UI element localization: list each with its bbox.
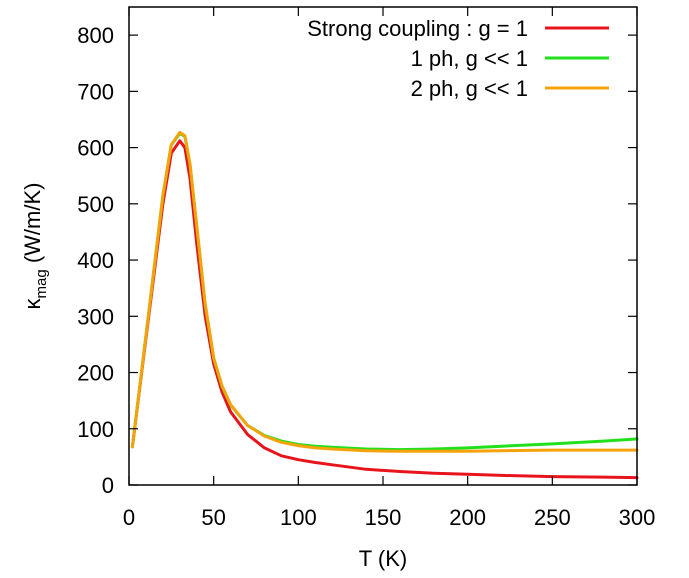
legend-label-2: 1 ph, g << 1 [411,46,528,71]
series-layer [130,130,639,480]
y-axis-symbol: κ [20,297,45,309]
y-tick-label: 100 [77,417,114,442]
series-line-2 [130,132,639,452]
y-tick-label: 200 [77,361,114,386]
y-tick-label: 300 [77,304,114,329]
x-tick-label: 0 [123,505,135,530]
x-axis-title: T (K) [359,546,407,571]
x-tick-label: 100 [280,505,317,530]
y-tick-label: 500 [77,192,114,217]
x-tick-label: 250 [534,505,571,530]
y-tick-label: 0 [102,473,114,498]
ticks-layer [128,7,638,486]
legend: Strong coupling : g = 1 1 ph, g << 1 2 ph,… [307,16,609,101]
x-tick-label: 50 [201,505,225,530]
y-tick-label: 800 [77,23,114,48]
tick-labels-layer: 0 50 100 150 200 250 300 0 100 200 300 400 500 600 700… [77,23,655,530]
y-axis-title: κmag (W/m/K) [20,183,50,310]
series-line-1 [130,139,639,480]
y-axis-subscript: mag [33,269,50,298]
x-tick-label: 300 [619,505,656,530]
y-tick-label: 600 [77,136,114,161]
y-tick-label: 400 [77,248,114,273]
plot-frame [128,6,638,486]
legend-label-1: Strong coupling : g = 1 [307,16,528,41]
series-line-3 [130,130,639,453]
x-tick-label: 150 [365,505,402,530]
y-tick-label: 700 [77,79,114,104]
y-axis-unit: (W/m/K) [20,183,45,270]
x-tick-label: 200 [449,505,486,530]
legend-label-3: 2 ph, g << 1 [411,76,528,101]
